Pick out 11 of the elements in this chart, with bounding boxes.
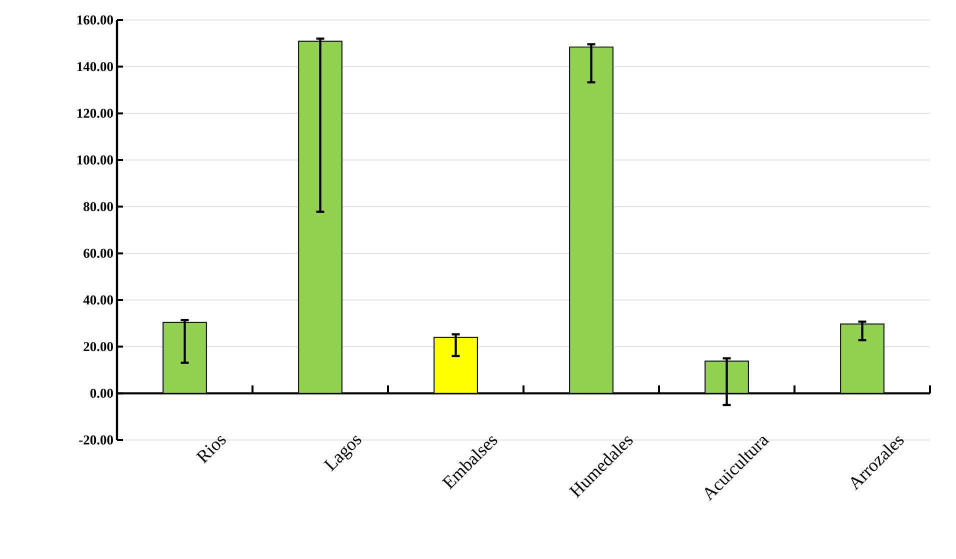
y-tick-label: 0.00 (90, 388, 113, 398)
y-tick-label: 140.00 (77, 62, 113, 72)
y-tick-label: 160.00 (77, 15, 113, 25)
y-tick-label: 20.00 (84, 342, 113, 352)
y-tick-label: -20.00 (79, 435, 113, 445)
y-tick-label: 100.00 (77, 155, 113, 165)
y-tick-label: 120.00 (77, 108, 113, 118)
y-tick-label: 60.00 (84, 248, 113, 258)
y-tick-label: 40.00 (83, 295, 113, 305)
x-tick-label: Rios (196, 436, 226, 464)
y-tick-label: 80.00 (84, 202, 113, 212)
